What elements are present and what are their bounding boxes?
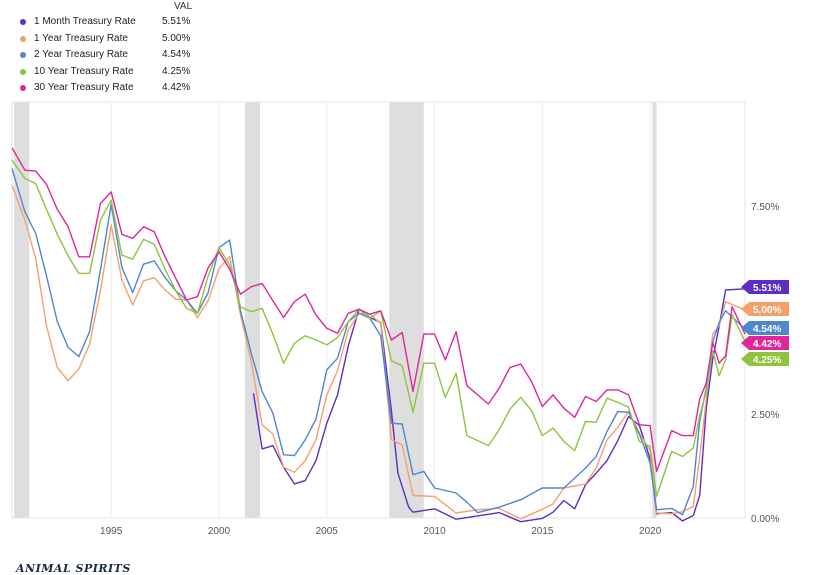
legend-item-name: 1 Year Treasury Rate [34, 32, 128, 44]
legend-dot-icon [20, 85, 26, 92]
end-label-shape [741, 280, 789, 294]
legend-item: 2 Year Treasury Rate 4.54% [12, 47, 202, 64]
legend-dot-icon [20, 68, 26, 75]
legend-item-name: 10 Year Treasury Rate [34, 65, 134, 77]
recession-band [389, 102, 424, 518]
end-label-tag: 4.25% [741, 352, 789, 366]
legend-item-value: 4.42% [162, 82, 191, 93]
end-label-tag: 5.51% [741, 280, 789, 294]
chart-legend: VAL 1 Month Treasury Rate 5.51% 1 Year Tre… [12, 0, 202, 97]
legend-item-value: 5.00% [162, 32, 191, 44]
end-label-tag: 4.42% [741, 336, 789, 350]
series-line [11, 184, 746, 520]
x-tick-label: 2000 [208, 526, 231, 537]
y-tick-label: 0.00% [751, 514, 779, 525]
end-label-tag: 5.00% [741, 302, 789, 316]
legend-item: 1 Month Treasury Rate 5.51% [12, 14, 202, 31]
end-label-text: 4.42% [753, 339, 781, 350]
legend-item-name: 30 Year Treasury Rate [34, 82, 134, 93]
legend-dot-icon [20, 35, 26, 42]
legend-item: 10 Year Treasury Rate 4.25% [12, 64, 202, 81]
legend-item-name: 2 Year Treasury Rate [34, 49, 128, 60]
end-label-tag: 4.54% [741, 321, 789, 335]
end-label-text: 4.25% [753, 355, 781, 366]
x-tick-label: 2005 [316, 526, 339, 537]
series-line [11, 147, 746, 473]
recession-band [14, 102, 30, 518]
x-tick-label: 2015 [531, 526, 554, 537]
y-tick-label: 2.50% [751, 410, 779, 421]
x-tick-label: 2010 [423, 526, 446, 537]
series-line [11, 159, 746, 498]
end-label-shape [741, 302, 789, 316]
legend-item-value: 4.25% [162, 65, 191, 77]
end-label-shape [741, 336, 789, 350]
end-label-shape [741, 352, 789, 366]
legend-dot-icon [20, 52, 26, 59]
series-line [252, 288, 746, 523]
end-label-text: 5.51% [753, 283, 781, 294]
end-label-shape [741, 321, 789, 335]
end-label-text: 5.00% [753, 305, 781, 316]
legend-item-value: 4.54% [162, 49, 191, 60]
legend-header: VAL [174, 1, 193, 12]
legend-dot-icon [20, 19, 26, 26]
plot-frame [11, 101, 746, 519]
series-line [11, 168, 746, 516]
x-tick-label: 1995 [100, 526, 123, 537]
x-tick-label: 2020 [639, 526, 662, 537]
legend-item: 1 Year Treasury Rate 5.00% [12, 31, 202, 48]
legend-item: 30 Year Treasury Rate 4.42% [12, 80, 202, 97]
end-label-text: 4.54% [753, 324, 781, 335]
legend-item-name: 1 Month Treasury Rate [34, 16, 136, 27]
legend-item-value: 5.51% [162, 16, 191, 27]
y-tick-label: 7.50% [751, 202, 779, 213]
animal-spirits-logo: ANIMAL SPIRITS [16, 562, 131, 575]
recession-band [652, 102, 657, 518]
